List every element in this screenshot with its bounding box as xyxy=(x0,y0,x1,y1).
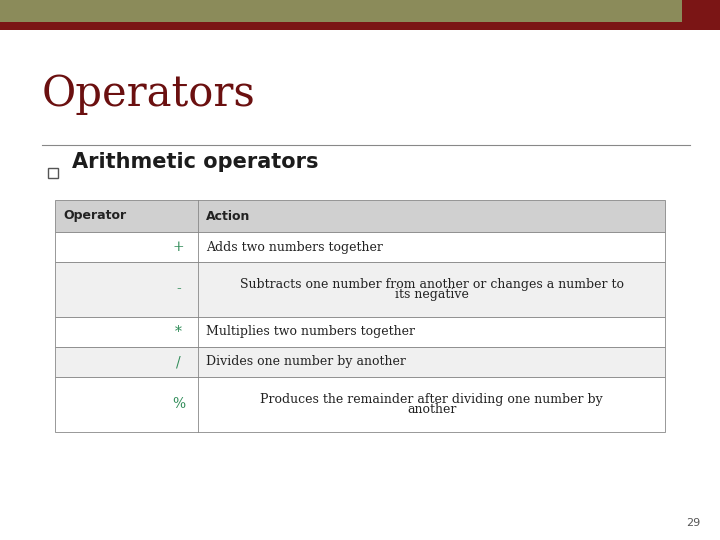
Text: /: / xyxy=(176,355,181,369)
Bar xyxy=(55,317,665,347)
Text: *: * xyxy=(175,325,181,339)
Text: Produces the remainder after dividing one number by: Produces the remainder after dividing on… xyxy=(261,393,603,406)
Text: Action: Action xyxy=(207,210,251,222)
Text: Multiplies two numbers together: Multiplies two numbers together xyxy=(207,326,415,339)
Text: 29: 29 xyxy=(685,518,700,528)
Text: its negative: its negative xyxy=(395,288,469,301)
Text: Operator: Operator xyxy=(63,210,126,222)
Text: -: - xyxy=(176,282,181,296)
Bar xyxy=(55,347,665,377)
Bar xyxy=(0,0,720,22)
Bar xyxy=(55,232,665,262)
Text: %: % xyxy=(172,397,185,411)
Text: Divides one number by another: Divides one number by another xyxy=(207,355,406,368)
Bar xyxy=(0,22,720,30)
Text: another: another xyxy=(407,403,456,416)
Text: Subtracts one number from another or changes a number to: Subtracts one number from another or cha… xyxy=(240,278,624,291)
Text: +: + xyxy=(173,240,184,254)
Bar xyxy=(48,168,58,178)
Text: Operators: Operators xyxy=(42,73,256,115)
Bar xyxy=(55,262,665,317)
Bar xyxy=(55,200,665,232)
Bar xyxy=(682,0,720,30)
Text: Adds two numbers together: Adds two numbers together xyxy=(207,240,383,253)
Text: Arithmetic operators: Arithmetic operators xyxy=(72,152,318,172)
Bar xyxy=(55,377,665,432)
